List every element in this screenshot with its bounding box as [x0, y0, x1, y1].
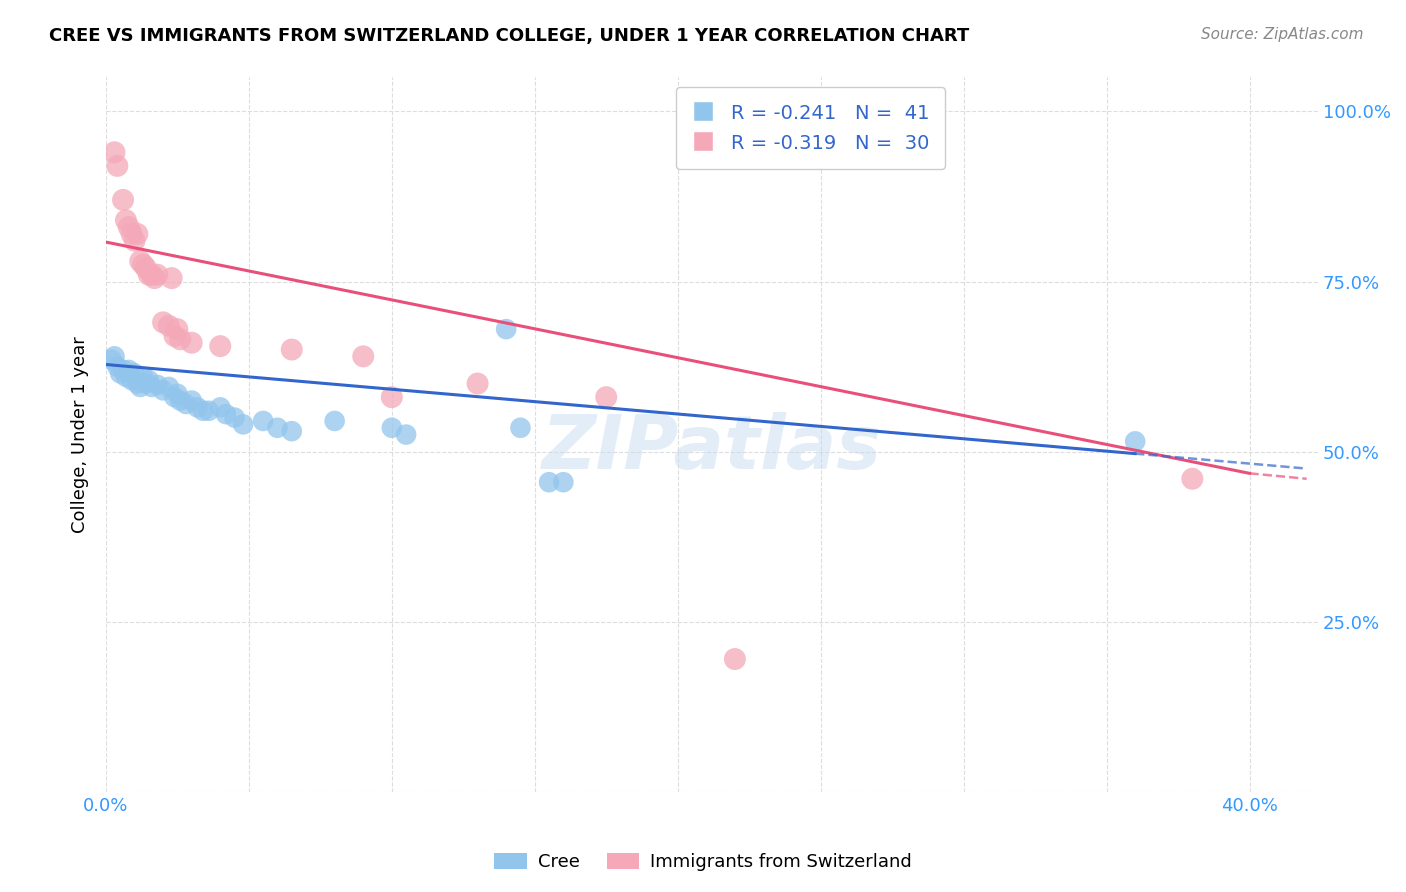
Point [129, 254, 152, 268]
Point [115, 213, 138, 227]
Text: Source: ZipAtlas.com: Source: ZipAtlas.com [1201, 27, 1364, 42]
Point [132, 258, 155, 272]
Point [538, 475, 561, 490]
Point [395, 427, 418, 442]
Point [135, 376, 157, 391]
Point [467, 376, 489, 391]
Point [198, 403, 221, 417]
Point [1123, 434, 1146, 449]
Legend: Cree, Immigrants from Switzerland: Cree, Immigrants from Switzerland [486, 846, 920, 879]
Point [118, 220, 141, 235]
Point [135, 260, 157, 275]
Point [209, 401, 232, 415]
Point [381, 390, 404, 404]
Point [124, 367, 146, 381]
Point [509, 421, 531, 435]
Point [141, 380, 163, 394]
Point [152, 315, 174, 329]
Point [146, 268, 169, 282]
Point [163, 329, 186, 343]
Y-axis label: College, Under 1 year: College, Under 1 year [72, 336, 89, 533]
Point [127, 227, 149, 241]
Point [127, 376, 149, 391]
Point [163, 390, 186, 404]
Point [191, 403, 214, 417]
Point [180, 335, 202, 350]
Point [169, 393, 191, 408]
Point [160, 271, 183, 285]
Point [215, 407, 238, 421]
Point [280, 343, 302, 357]
Point [143, 271, 166, 285]
Point [224, 410, 246, 425]
Point [105, 359, 128, 374]
Point [105, 159, 128, 173]
Point [174, 397, 197, 411]
Point [138, 268, 160, 282]
Point [280, 424, 302, 438]
Point [323, 414, 346, 428]
Point [103, 145, 125, 160]
Point [152, 384, 174, 398]
Point [724, 652, 747, 666]
Point [553, 475, 575, 490]
Text: CREE VS IMMIGRANTS FROM SWITZERLAND COLLEGE, UNDER 1 YEAR CORRELATION CHART: CREE VS IMMIGRANTS FROM SWITZERLAND COLL… [49, 27, 970, 45]
Point [166, 386, 188, 401]
Point [157, 318, 180, 333]
Point [118, 363, 141, 377]
Point [138, 373, 160, 387]
Point [157, 380, 180, 394]
Point [252, 414, 274, 428]
Point [121, 373, 143, 387]
Point [112, 193, 135, 207]
Point [146, 378, 169, 392]
Point [381, 421, 404, 435]
Point [115, 369, 138, 384]
Point [103, 349, 125, 363]
Point [352, 349, 374, 363]
Text: ZIPatlas: ZIPatlas [543, 412, 882, 485]
Point [124, 234, 146, 248]
Point [121, 227, 143, 241]
Legend: R = -0.241   N =  41, R = -0.319   N =  30: R = -0.241 N = 41, R = -0.319 N = 30 [676, 87, 945, 169]
Point [141, 268, 163, 282]
Point [132, 369, 155, 384]
Point [266, 421, 288, 435]
Point [169, 332, 191, 346]
Point [180, 393, 202, 408]
Point [495, 322, 517, 336]
Point [112, 363, 135, 377]
Point [186, 401, 208, 415]
Point [108, 367, 131, 381]
Point [1181, 472, 1204, 486]
Point [232, 417, 254, 432]
Point [100, 352, 122, 367]
Point [129, 380, 152, 394]
Point [595, 390, 617, 404]
Point [209, 339, 232, 353]
Point [166, 322, 188, 336]
